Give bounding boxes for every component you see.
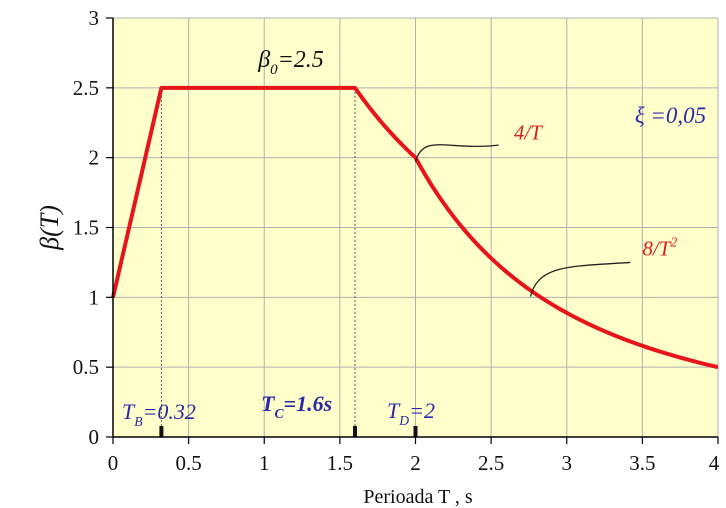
x-tick-label: 2.5 — [478, 451, 504, 475]
y-tick-label: 2.5 — [73, 76, 99, 100]
y-tick-label: 3 — [89, 6, 100, 30]
x-tick-label: 1 — [259, 451, 270, 475]
damping-annotation: ξ =0,05 — [635, 103, 706, 128]
x-tick-label: 0 — [108, 451, 119, 475]
x-tick-label: 3.5 — [629, 451, 655, 475]
td-annotation: TD=2 — [387, 398, 435, 428]
beta0-annotation: β0=2.5 — [257, 47, 324, 78]
y-tick-label: 0.5 — [73, 355, 99, 379]
annotation-leaders — [414, 144, 631, 297]
spectrum-curve — [111, 85, 719, 370]
leader-4-over-t — [414, 144, 499, 162]
y-tick-label: 1 — [89, 285, 100, 309]
y-tick-label: 2 — [89, 146, 100, 170]
x-tick-label: 4 — [709, 451, 720, 475]
grid — [112, 17, 719, 438]
x-tick-label: 0.5 — [176, 451, 202, 475]
y-axis-label: β(T) — [35, 205, 64, 251]
x-tick-label: 3 — [562, 451, 573, 475]
text-labels: Perioada T , s β(T) β0=2.5 TB=0.32 TC=1.6s TD… — [35, 47, 706, 508]
tick-labels: 0 0.5 1 1.5 2 2.5 3 0 0.5 1 1.5 2 2.5 3 3.5 4 — [73, 6, 720, 475]
y-tick-label: 0 — [89, 425, 100, 449]
inv-t-annotation: 4/T — [514, 121, 543, 145]
axes — [106, 17, 719, 444]
leader-8-over-t2 — [529, 261, 631, 297]
y-tick-label: 1.5 — [73, 216, 99, 240]
tc-annotation: TC=1.6s — [261, 391, 332, 421]
x-tick-label: 2 — [410, 451, 421, 475]
period-markers — [159, 87, 418, 437]
x-tick-label: 1.5 — [327, 451, 353, 475]
tb-annotation: TB=0.32 — [122, 399, 196, 429]
x-axis-label: Perioada T , s — [363, 486, 472, 508]
